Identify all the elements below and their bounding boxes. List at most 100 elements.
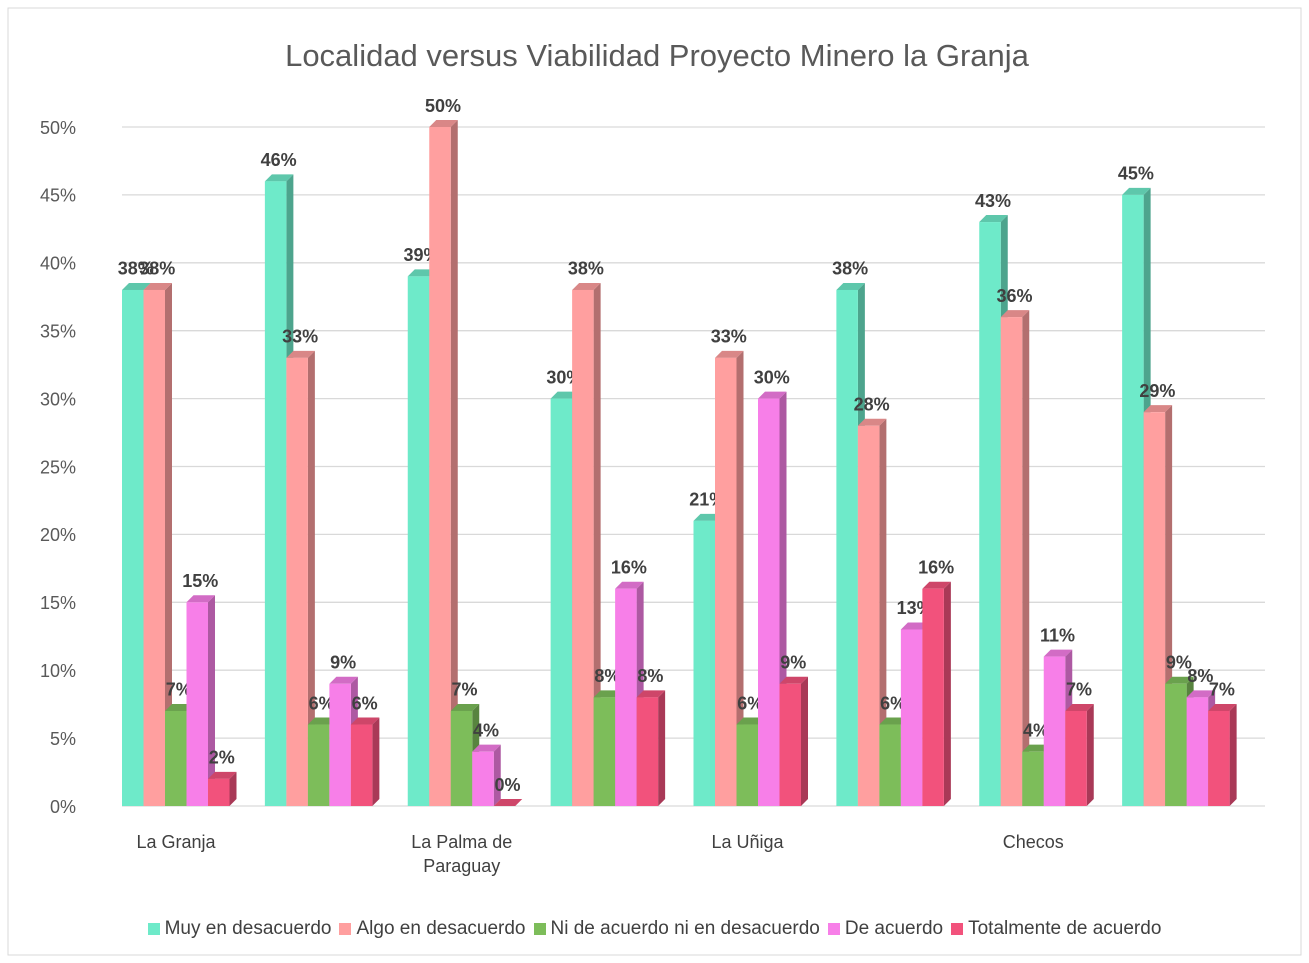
y-tick-label: 40% bbox=[40, 254, 76, 274]
data-label: 9% bbox=[780, 653, 806, 673]
bar-top bbox=[450, 703, 480, 711]
bar-3d bbox=[143, 282, 172, 807]
bar bbox=[472, 751, 494, 806]
bar bbox=[329, 683, 351, 806]
bar bbox=[779, 683, 801, 806]
bar-top bbox=[1122, 187, 1151, 195]
bar-top bbox=[493, 799, 523, 806]
bar bbox=[1043, 656, 1066, 806]
legend-label: Ni de acuerdo ni en desacuerdo bbox=[550, 918, 820, 939]
bar-top bbox=[550, 391, 580, 399]
bar-top bbox=[1186, 690, 1216, 698]
bar-top bbox=[900, 622, 930, 630]
legend-swatch bbox=[827, 923, 840, 935]
bar-top bbox=[1165, 676, 1194, 684]
bar-3d bbox=[1000, 310, 1030, 806]
bar-top bbox=[922, 581, 951, 589]
bar bbox=[636, 697, 659, 806]
bar bbox=[165, 710, 187, 806]
bar bbox=[615, 588, 637, 806]
bar-side bbox=[307, 350, 315, 806]
bar-top bbox=[264, 174, 294, 182]
data-label: 43% bbox=[975, 191, 1011, 211]
y-tick-label: 45% bbox=[40, 186, 76, 206]
bar-top bbox=[715, 350, 744, 358]
bar-top bbox=[693, 513, 722, 521]
bar bbox=[550, 398, 573, 806]
legend-swatch bbox=[951, 923, 964, 935]
bar-top bbox=[979, 215, 1008, 223]
bar-top bbox=[329, 676, 358, 684]
data-label: 6% bbox=[737, 693, 763, 713]
bar-top bbox=[615, 581, 644, 589]
bar bbox=[1186, 697, 1209, 806]
legend: Muy en desacuerdo Algo en desacuerdo Ni de… bbox=[0, 918, 1309, 940]
bar bbox=[307, 724, 330, 806]
bar bbox=[1000, 317, 1023, 806]
bar-3d bbox=[429, 120, 458, 806]
y-tick-label: 35% bbox=[40, 321, 76, 341]
bar-3d bbox=[572, 282, 601, 807]
x-tick-label: Checos bbox=[1002, 832, 1064, 852]
bar-top bbox=[836, 282, 865, 290]
bar bbox=[122, 289, 144, 807]
bar-3d bbox=[208, 771, 237, 806]
y-tick-label: 25% bbox=[40, 457, 76, 477]
data-label: 8% bbox=[594, 666, 620, 686]
data-label: 30% bbox=[754, 367, 790, 387]
bar bbox=[1065, 710, 1087, 806]
data-label: 8% bbox=[1187, 666, 1213, 686]
bar-3d bbox=[922, 581, 951, 806]
bar bbox=[186, 602, 208, 806]
data-label: 38% bbox=[832, 259, 868, 279]
data-label: 36% bbox=[996, 286, 1032, 306]
chart-title: Localidad versus Viabilidad Proyecto Min… bbox=[285, 38, 1030, 73]
bar-side bbox=[1229, 703, 1237, 806]
bar bbox=[407, 276, 430, 806]
bar bbox=[979, 222, 1001, 806]
bar-top bbox=[186, 595, 215, 603]
bar-3d bbox=[493, 799, 523, 806]
bar bbox=[900, 629, 923, 806]
bar-top bbox=[572, 282, 601, 290]
data-label: 28% bbox=[854, 395, 890, 415]
bar-side bbox=[1086, 703, 1094, 806]
data-label: 38% bbox=[568, 259, 604, 279]
bar-side bbox=[801, 676, 808, 806]
legend-item: Ni de acuerdo ni en desacuerdo bbox=[533, 918, 820, 940]
bar bbox=[1022, 751, 1044, 806]
bar-side bbox=[450, 120, 458, 806]
legend-label: Muy en desacuerdo bbox=[164, 918, 332, 939]
y-tick-label: 0% bbox=[50, 797, 76, 817]
bar-side bbox=[372, 717, 380, 806]
bar-side bbox=[208, 595, 215, 806]
bar-top bbox=[736, 717, 765, 725]
bar bbox=[1208, 710, 1230, 806]
bar-side bbox=[879, 418, 887, 806]
bar bbox=[758, 398, 780, 806]
bar-top bbox=[758, 391, 787, 399]
data-label: 4% bbox=[1023, 720, 1049, 740]
legend-item: De acuerdo bbox=[827, 918, 943, 940]
bar-side bbox=[943, 581, 951, 806]
bar-side bbox=[229, 771, 237, 806]
bar-top bbox=[1208, 703, 1237, 711]
data-label: 2% bbox=[209, 748, 235, 768]
data-label: 29% bbox=[1139, 381, 1175, 401]
bar-top bbox=[286, 350, 315, 358]
data-label: 6% bbox=[352, 693, 378, 713]
data-label: 7% bbox=[1066, 680, 1092, 700]
data-label: 33% bbox=[282, 327, 318, 347]
bar-top bbox=[122, 282, 151, 290]
legend-swatch bbox=[147, 923, 160, 935]
legend-item: Totalmente de acuerdo bbox=[951, 918, 1161, 940]
bar bbox=[693, 520, 715, 806]
bar-top bbox=[1143, 405, 1173, 413]
bar-top bbox=[1065, 703, 1094, 711]
bar-top bbox=[857, 418, 887, 426]
bar-side bbox=[593, 282, 601, 807]
data-label: 6% bbox=[880, 693, 906, 713]
bar-3d bbox=[715, 350, 744, 806]
bar-top bbox=[350, 717, 380, 725]
